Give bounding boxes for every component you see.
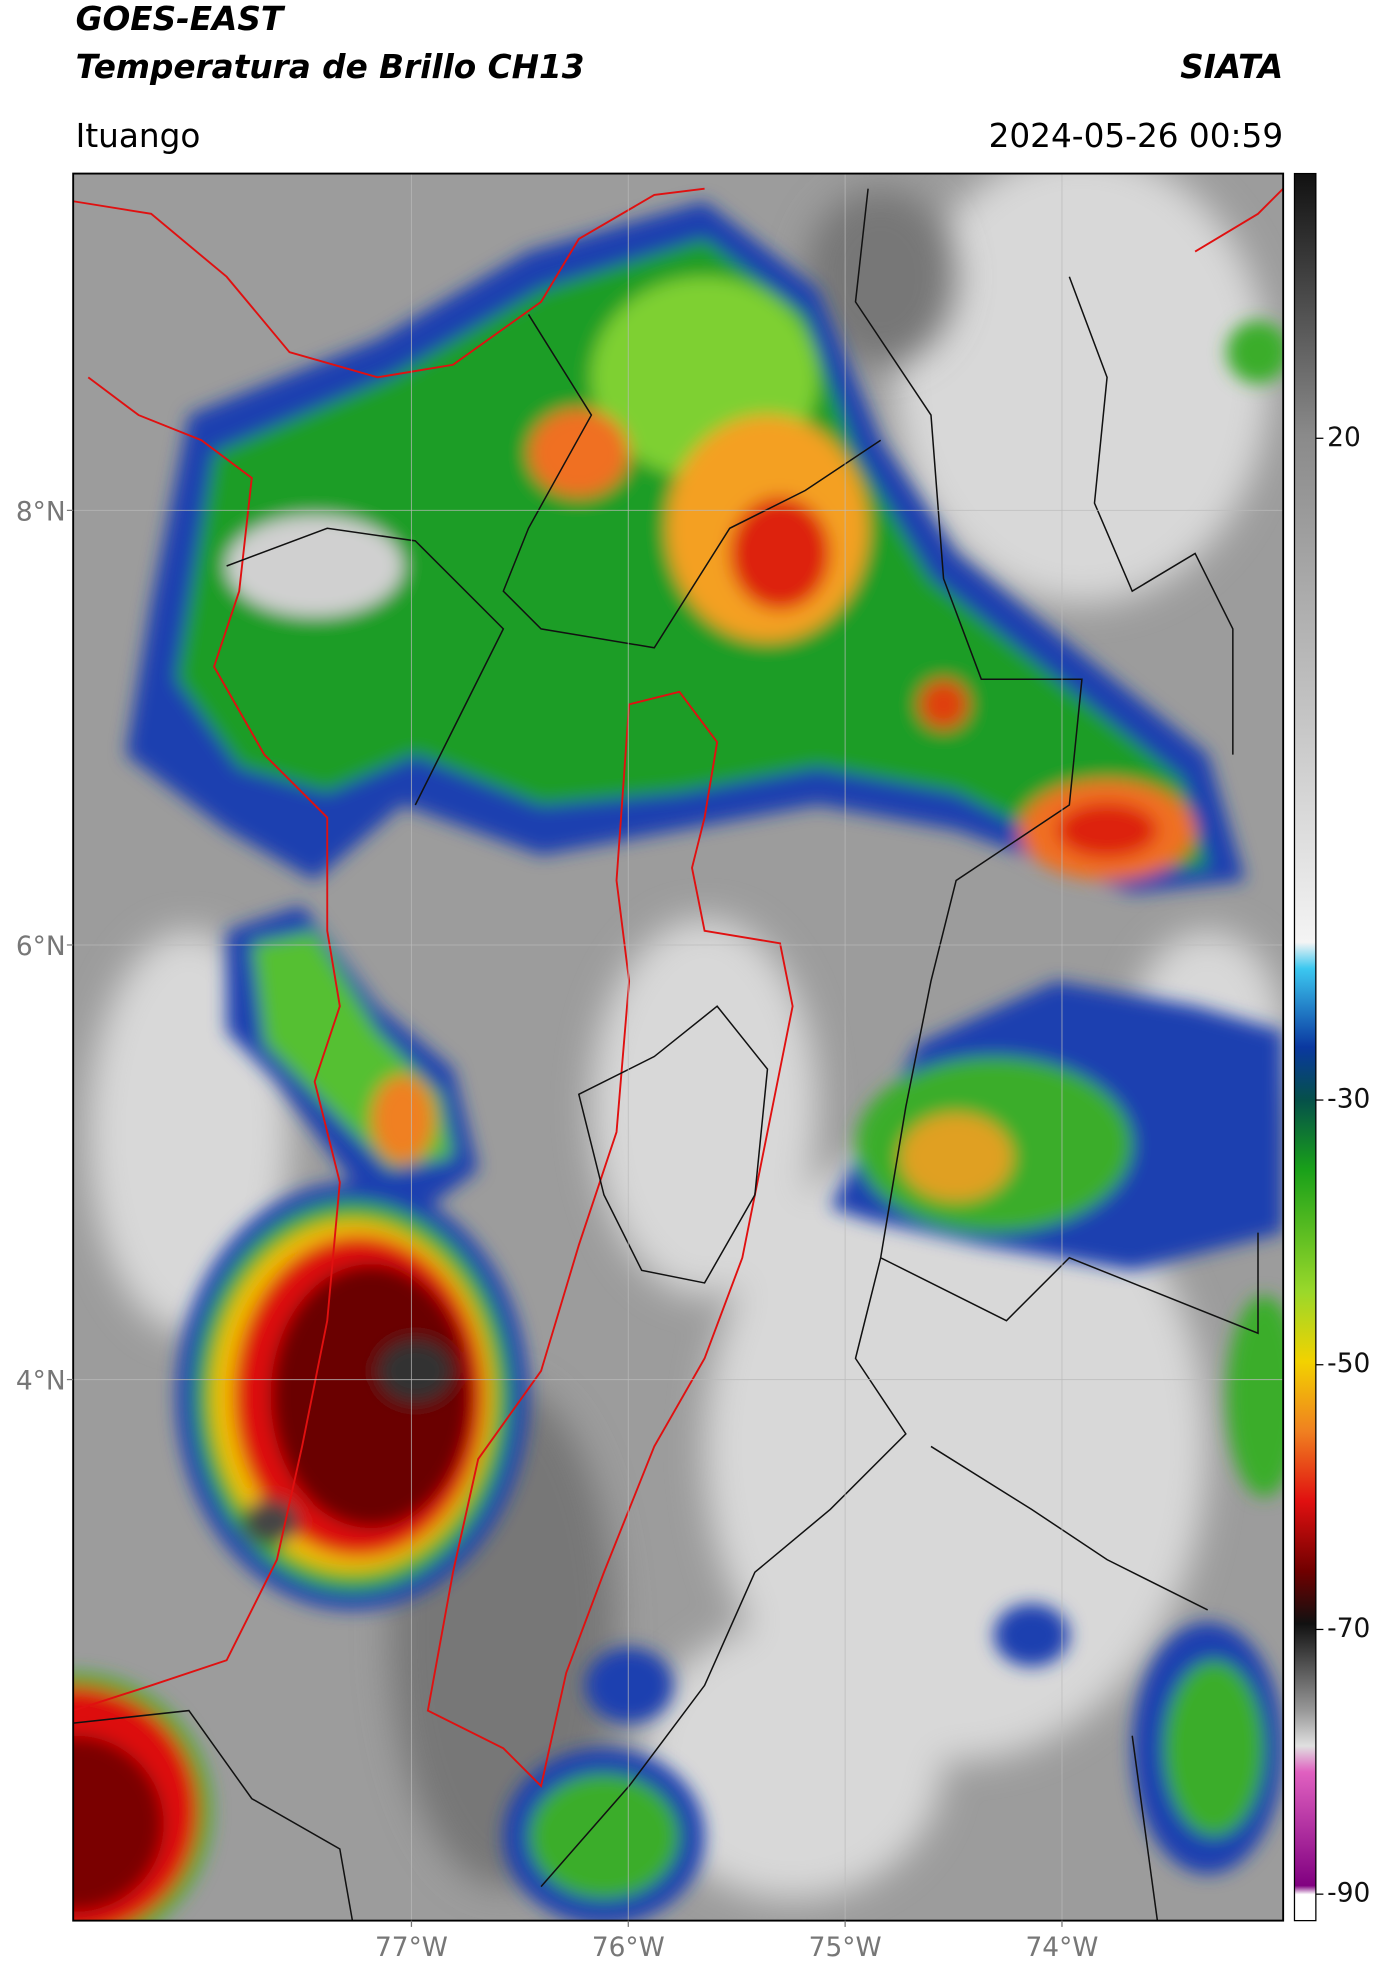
colorbar [1293,172,1317,1922]
map-image [73,173,1284,1921]
lon-tick-label: 76°W [592,1932,665,1963]
map-frame [72,172,1285,1922]
colorbar-tick-label: -50 [1327,1348,1370,1379]
title: GOES-EAST [76,0,286,38]
colorbar-tick-label: -30 [1327,1084,1370,1115]
lon-tick-label: 77°W [375,1932,448,1963]
datetime: 2024-05-26 00:59 [989,117,1284,155]
colorbar-tick-label: -70 [1327,1613,1370,1644]
lon-tick-label: 74°W [1026,1932,1099,1963]
graticule [73,173,1284,1921]
lon-tick-label: 75°W [809,1932,882,1963]
lat-tick-label: 4°N [16,1366,66,1397]
lat-tick-label: 8°N [16,496,66,527]
colorbar-tick-label: 20 [1327,422,1361,453]
brand: SIATA [1180,48,1283,86]
lat-tick-label: 6°N [16,931,66,962]
colorbar-tick-label: -90 [1327,1878,1370,1909]
subtitle: Temperatura de Brillo CH13 [76,48,585,86]
location: Ituango [76,117,201,155]
